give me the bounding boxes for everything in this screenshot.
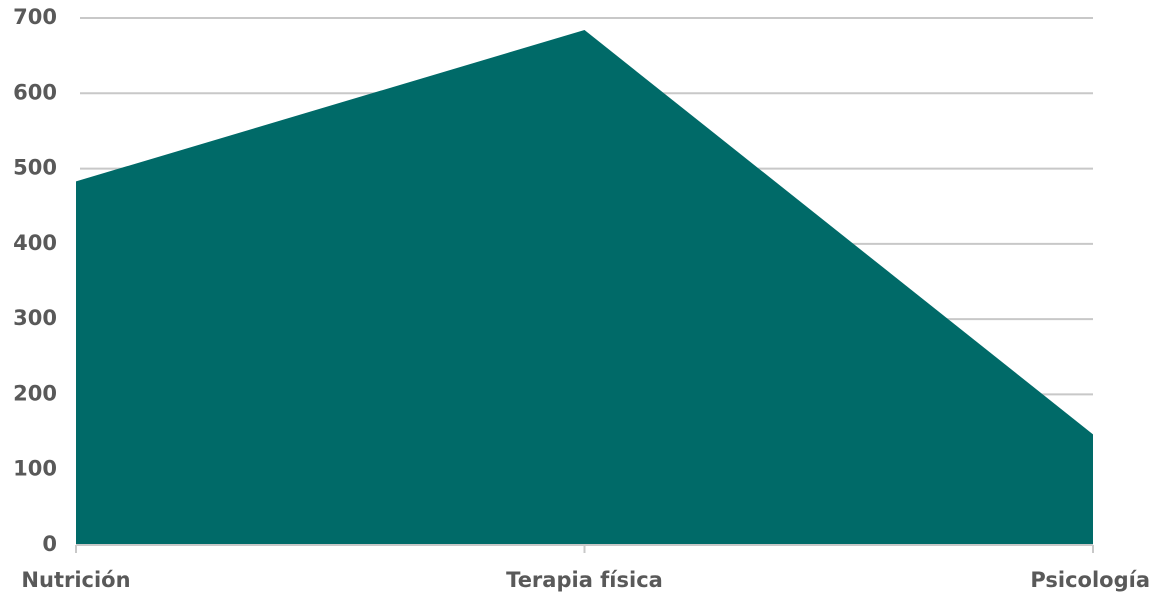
y-tick-label: 300 <box>13 306 57 330</box>
y-tick-label: 0 <box>42 532 57 556</box>
y-tick-label: 700 <box>13 5 57 29</box>
x-tick-label: Terapia física <box>506 568 663 592</box>
y-tick-label: 600 <box>13 80 57 104</box>
y-tick-label: 200 <box>13 381 57 405</box>
x-tick-label: Psicología <box>1030 568 1150 592</box>
y-tick-label: 100 <box>13 457 57 481</box>
area <box>76 30 1093 545</box>
x-tick-label: Nutrición <box>21 568 130 592</box>
y-tick-label: 500 <box>13 156 57 180</box>
y-tick-label: 400 <box>13 231 57 255</box>
